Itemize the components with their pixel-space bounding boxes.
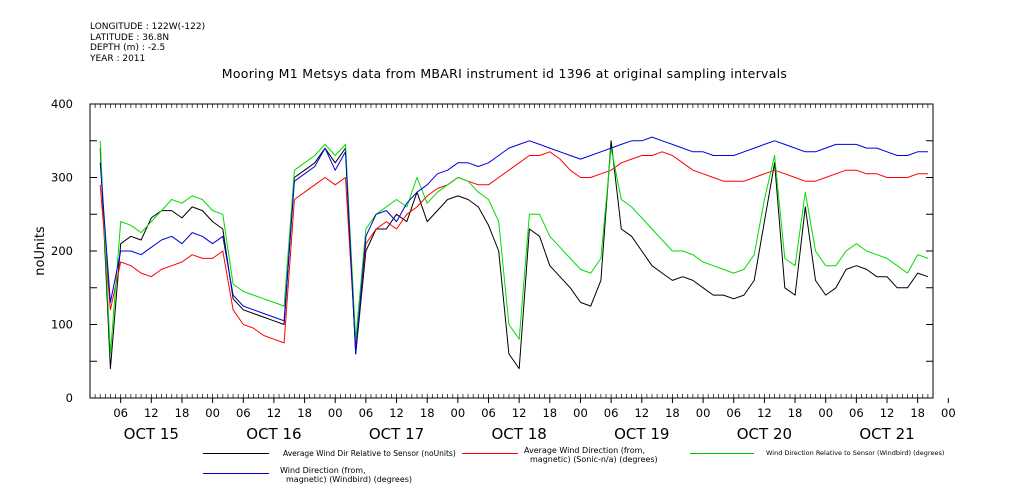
x-tick-label: 12 bbox=[634, 406, 649, 420]
x-tick-label: 12 bbox=[267, 406, 282, 420]
legend-swatch-blue bbox=[203, 473, 269, 474]
y-tick-label: 200 bbox=[51, 244, 73, 258]
x-tick-label: 06 bbox=[481, 406, 496, 420]
x-tick-label: 18 bbox=[665, 406, 680, 420]
x-tick-label: 12 bbox=[389, 406, 404, 420]
y-tick-label: 100 bbox=[51, 318, 73, 332]
x-tick-label: 12 bbox=[757, 406, 772, 420]
x-tick-label: 18 bbox=[175, 406, 190, 420]
latitude-text: LATITUDE : 36.8N bbox=[90, 32, 170, 43]
x-day-label: OCT 18 bbox=[492, 425, 547, 443]
x-day-label: OCT 19 bbox=[614, 425, 669, 443]
x-tick-label: 00 bbox=[451, 406, 466, 420]
legend-swatch-red bbox=[462, 453, 518, 454]
legend-swatch-green bbox=[690, 453, 754, 454]
legend-label-blue-1: Wind Direction (from, bbox=[280, 466, 366, 475]
chart-title: Mooring M1 Metsys data from MBARI instru… bbox=[221, 66, 788, 81]
series-line-2 bbox=[99, 140, 929, 355]
legend-label-green: Wind Direction Relative to Sensor (Windb… bbox=[766, 449, 945, 457]
x-tick-label: 06 bbox=[604, 406, 619, 420]
x-tick-label: 12 bbox=[512, 406, 527, 420]
x-tick-label: 06 bbox=[726, 406, 741, 420]
y-axis-label: noUnits bbox=[33, 226, 48, 276]
x-tick-label: 12 bbox=[144, 406, 159, 420]
x-tick-label: 06 bbox=[236, 406, 251, 420]
x-tick-label: 18 bbox=[910, 406, 925, 420]
y-tick-label: 300 bbox=[51, 171, 73, 185]
x-tick-label: 18 bbox=[542, 406, 557, 420]
x-day-label: OCT 15 bbox=[124, 425, 179, 443]
x-tick-label: 06 bbox=[849, 406, 864, 420]
x-day-label: OCT 17 bbox=[369, 425, 424, 443]
x-day-label: OCT 20 bbox=[737, 425, 792, 443]
x-tick-label: 06 bbox=[359, 406, 374, 420]
y-tick-label: 400 bbox=[51, 97, 73, 111]
x-day-label: OCT 16 bbox=[246, 425, 301, 443]
x-tick-label: 00 bbox=[205, 406, 220, 420]
x-day-label: OCT 21 bbox=[859, 425, 914, 443]
x-tick-label: 18 bbox=[420, 406, 435, 420]
legend-swatch-black bbox=[203, 453, 269, 454]
longitude-text: LONGITUDE : 122W(-122) bbox=[90, 22, 206, 32]
legend-label-red-1: Average Wind Direction (from, bbox=[524, 446, 646, 455]
x-tick-label: 00 bbox=[941, 406, 956, 420]
x-tick-label: 00 bbox=[573, 406, 588, 420]
legend-label-blue-2: magnetic) (Windbird) (degrees) bbox=[286, 475, 413, 484]
series-line-0 bbox=[99, 140, 929, 370]
x-tick-label: 00 bbox=[328, 406, 343, 420]
legend-label-black: Average Wind Dir Relative to Sensor (noU… bbox=[283, 449, 456, 458]
series-line-1 bbox=[99, 151, 928, 348]
year-text: YEAR : 2011 bbox=[90, 53, 146, 64]
legend-label-red-2: magnetic) (Sonic-n/a) (degrees) bbox=[530, 455, 658, 464]
y-tick-label: 0 bbox=[66, 391, 73, 405]
depth-text: DEPTH (m) : -2.5 bbox=[90, 43, 166, 53]
x-tick-label: 06 bbox=[113, 406, 128, 420]
x-tick-label: 18 bbox=[297, 406, 312, 420]
x-tick-label: 18 bbox=[788, 406, 803, 420]
metadata-block: LONGITUDE : 122W(-122) LATITUDE : 36.8N … bbox=[90, 22, 205, 64]
x-tick-label: 12 bbox=[880, 406, 895, 420]
x-tick-label: 00 bbox=[818, 406, 833, 420]
plot-frame bbox=[89, 103, 934, 399]
series-line-3 bbox=[99, 136, 928, 355]
x-tick-label: 00 bbox=[696, 406, 711, 420]
